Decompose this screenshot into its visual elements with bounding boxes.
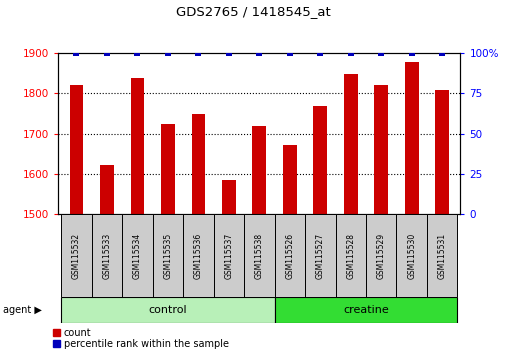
Bar: [153, 214, 183, 297]
Bar: [305, 214, 335, 297]
Text: agent ▶: agent ▶: [3, 305, 41, 315]
Bar: [282, 145, 296, 214]
Bar: [161, 124, 174, 214]
Legend: count, percentile rank within the sample: count, percentile rank within the sample: [53, 328, 228, 349]
Point: [407, 50, 415, 56]
Bar: [313, 106, 327, 214]
Bar: [91, 214, 122, 297]
Bar: [70, 85, 83, 214]
Point: [376, 50, 384, 56]
Point: [194, 50, 202, 56]
Bar: [434, 90, 448, 214]
Text: GSM115537: GSM115537: [224, 233, 233, 279]
Text: creatine: creatine: [342, 305, 388, 315]
Point: [346, 50, 354, 56]
Bar: [426, 214, 457, 297]
Bar: [61, 297, 274, 323]
Bar: [183, 214, 213, 297]
Bar: [374, 85, 387, 214]
Bar: [61, 214, 91, 297]
Text: control: control: [148, 305, 187, 315]
Text: GSM115538: GSM115538: [255, 233, 263, 279]
Text: GSM115529: GSM115529: [376, 233, 385, 279]
Point: [224, 50, 232, 56]
Text: GSM115526: GSM115526: [285, 233, 294, 279]
Bar: [365, 214, 396, 297]
Text: GSM115528: GSM115528: [345, 233, 355, 279]
Bar: [122, 214, 153, 297]
Bar: [191, 114, 205, 214]
Bar: [213, 214, 243, 297]
Bar: [396, 214, 426, 297]
Text: GSM115532: GSM115532: [72, 233, 81, 279]
Point: [164, 50, 172, 56]
Bar: [130, 78, 144, 214]
Point: [255, 50, 263, 56]
Text: GSM115536: GSM115536: [193, 233, 203, 279]
Bar: [335, 214, 365, 297]
Bar: [252, 126, 266, 214]
Bar: [222, 180, 235, 214]
Point: [316, 50, 324, 56]
Text: GSM115527: GSM115527: [315, 233, 324, 279]
Text: GSM115534: GSM115534: [133, 233, 141, 279]
Point: [285, 50, 293, 56]
Bar: [404, 62, 418, 214]
Point: [103, 50, 111, 56]
Text: GSM115531: GSM115531: [437, 233, 446, 279]
Point: [133, 50, 141, 56]
Bar: [343, 74, 357, 214]
Point: [72, 50, 80, 56]
Text: GSM115530: GSM115530: [407, 233, 416, 279]
Bar: [243, 214, 274, 297]
Bar: [274, 214, 305, 297]
Text: GSM115533: GSM115533: [102, 233, 111, 279]
Text: GDS2765 / 1418545_at: GDS2765 / 1418545_at: [175, 5, 330, 18]
Point: [437, 50, 445, 56]
Bar: [100, 165, 114, 214]
Bar: [274, 297, 457, 323]
Text: GSM115535: GSM115535: [163, 233, 172, 279]
